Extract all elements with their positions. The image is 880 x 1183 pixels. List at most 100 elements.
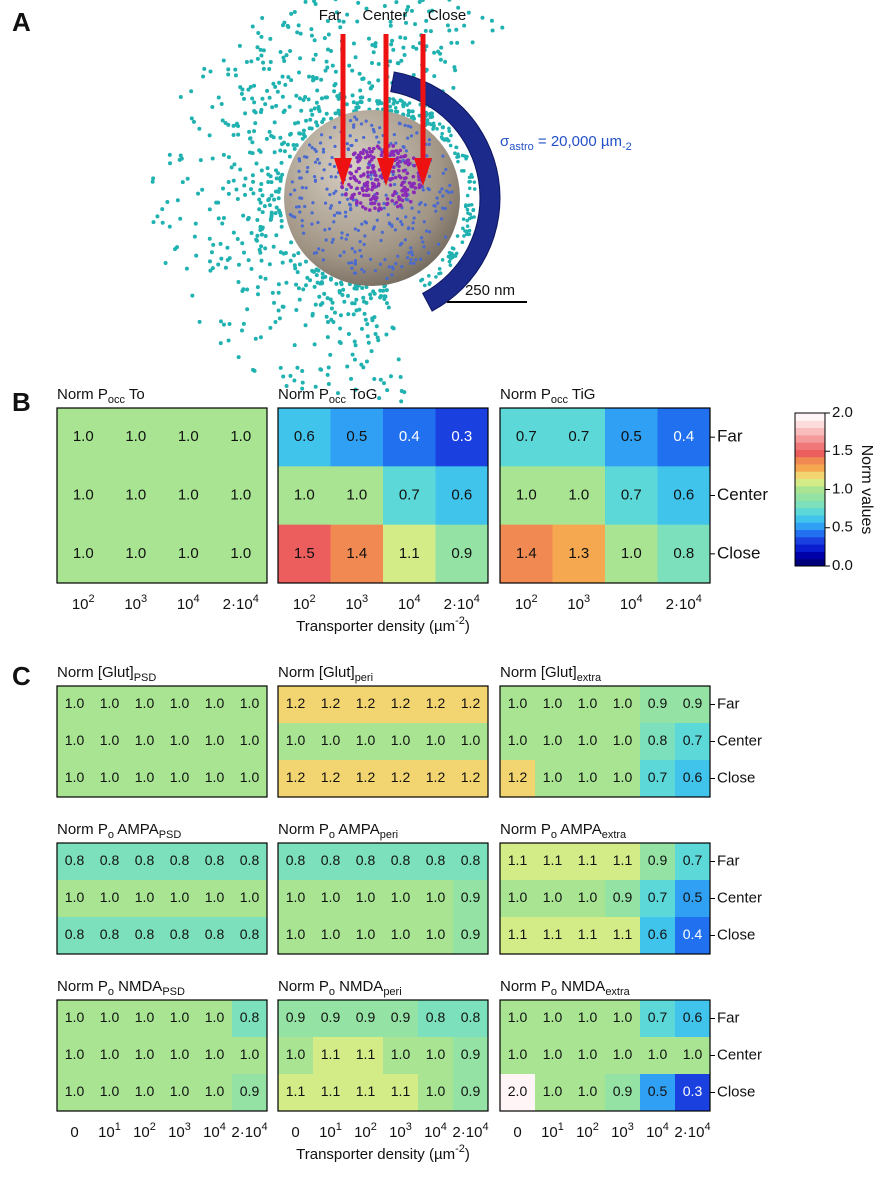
row-label: Far [717, 852, 740, 869]
receptor-dot [368, 150, 373, 154]
text-part: Norm [Glut] [57, 664, 134, 681]
heatmap-cell [348, 1037, 384, 1075]
glutamate-dot [373, 41, 378, 46]
heatmap-cell [127, 686, 163, 724]
glutamate-dot [425, 118, 430, 122]
cell-label: 1.0 [100, 695, 120, 711]
text-part: astro [509, 141, 533, 153]
glutamate-dot [417, 113, 422, 118]
synapse-illustration [150, 0, 505, 404]
transporter-dot [390, 223, 394, 227]
transporter-dot [316, 157, 320, 161]
glutamate-dot [406, 113, 411, 118]
transporter-dot [427, 142, 431, 146]
heatmap-cell [313, 1074, 349, 1112]
transporter-dot [377, 140, 381, 144]
glutamate-dot [319, 367, 324, 372]
glutamate-dot [409, 115, 414, 120]
cell-label: 0.8 [100, 926, 120, 942]
heatmap-cell [640, 723, 676, 761]
heatmap-cell [278, 408, 331, 467]
glutamate-dot [358, 88, 363, 93]
glutamate-dot [243, 176, 248, 181]
cell-label: 1.0 [543, 889, 563, 905]
cell-label: 1.0 [294, 486, 315, 503]
glutamate-dot [382, 381, 387, 386]
receptor-dot [403, 160, 407, 165]
transporter-dot [372, 130, 376, 134]
text-part: 4 [261, 1121, 267, 1133]
receptor-dot [349, 196, 354, 200]
glutamate-dot [273, 319, 278, 324]
cell-label: 0.9 [451, 545, 472, 562]
glutamate-dot [258, 200, 263, 205]
x-tick-label: 103 [567, 593, 590, 613]
heatmap-cell [57, 723, 93, 761]
receptor-dot [364, 184, 368, 188]
transporter-dot [435, 196, 439, 200]
glutamate-dot [314, 76, 319, 81]
heatmap-cell [313, 723, 349, 761]
glutamate-dot [352, 357, 357, 362]
receptor-dot [361, 173, 366, 177]
heatmap-cell [57, 843, 93, 881]
row-label: Far [717, 427, 743, 446]
cell-label: 1.0 [508, 695, 528, 711]
glutamate-dot [250, 96, 255, 101]
transporter-dot [311, 201, 315, 205]
transporter-dot [426, 186, 430, 191]
scale-bar-label: 250 nm [465, 282, 515, 299]
glutamate-dot [285, 23, 290, 28]
heatmap-cell [500, 723, 536, 761]
colorbar-swatch [795, 529, 825, 538]
heatmap-cell [570, 760, 606, 798]
glutamate-dot [399, 389, 404, 394]
glutamate-dot [258, 47, 263, 52]
glutamate-dot [439, 45, 444, 50]
transporter-dot [313, 147, 317, 151]
transporter-dot [412, 216, 416, 220]
heatmap-cell [570, 880, 606, 918]
transporter-dot [393, 182, 397, 187]
glutamate-dot [351, 41, 356, 46]
text-part: 1 [558, 1121, 564, 1133]
glutamate-dot [151, 220, 156, 225]
cell-label: 1.0 [286, 1046, 306, 1062]
glutamate-dot [173, 247, 178, 252]
text-part: peri [383, 986, 401, 998]
colorbar-tick-label: 1.0 [832, 480, 853, 497]
heatmap-cell [127, 917, 163, 955]
glutamate-dot [373, 44, 378, 49]
glutamate-dot [180, 180, 185, 185]
glutamate-dot [301, 287, 306, 292]
text-part: 4 [704, 1121, 710, 1133]
transporter-dot [333, 144, 337, 148]
glutamate-dot [351, 312, 356, 317]
transporter-dot [438, 190, 442, 194]
glutamate-dot [236, 280, 241, 285]
glutamate-dot [312, 38, 317, 43]
heatmap-cell [232, 723, 268, 761]
transporter-dot [313, 178, 318, 182]
glutamate-dot [271, 81, 276, 86]
colorbar-swatch [795, 420, 825, 429]
text-part: 4 [696, 593, 702, 605]
cell-label: 0.8 [648, 732, 668, 748]
receptor-dot [367, 160, 372, 164]
text-part: 10 [177, 596, 194, 613]
transporter-dot [346, 197, 350, 201]
cell-label: 0.6 [673, 486, 694, 503]
glutamate-dot [468, 212, 473, 216]
glutamate-dot [299, 108, 304, 113]
heatmap-cell [197, 843, 233, 881]
transporter-dot [333, 125, 337, 130]
chart-title: Norm Po NMDAperi [278, 978, 402, 998]
receptor-dot [372, 182, 376, 187]
cell-label: 0.8 [100, 852, 120, 868]
glutamate-dot [255, 233, 260, 238]
text-part: Norm P [500, 821, 551, 838]
glutamate-dot [447, 250, 452, 255]
glutamate-dot [274, 205, 279, 210]
cell-label: 1.0 [543, 695, 563, 711]
glutamate-dot [197, 319, 202, 324]
